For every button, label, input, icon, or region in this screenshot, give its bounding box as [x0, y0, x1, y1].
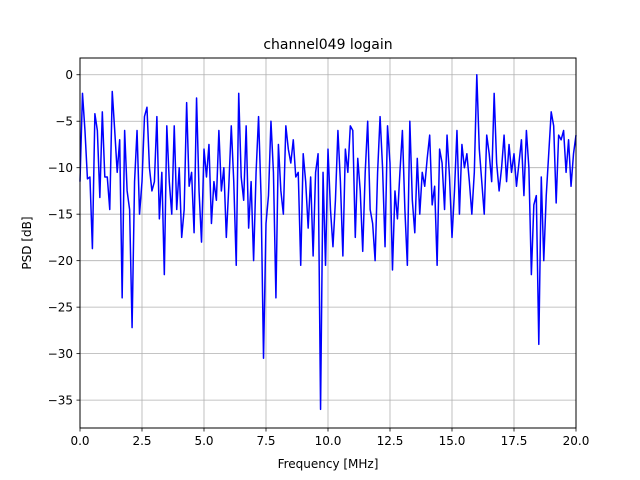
x-tick-label: 5.0: [194, 434, 213, 448]
x-tick-label: 7.5: [256, 434, 275, 448]
y-tick-label: −20: [48, 254, 73, 268]
x-tick-label: 12.5: [377, 434, 404, 448]
x-axis-ticks: 0.0 2.5 5.0 7.5 10.0 12.5 15.0 17.5 20.0: [70, 428, 589, 448]
x-tick-label: 17.5: [501, 434, 528, 448]
x-tick-label: 15.0: [439, 434, 466, 448]
x-tick-label: 2.5: [132, 434, 151, 448]
y-tick-label: −15: [48, 208, 73, 222]
y-tick-label: −5: [55, 115, 73, 129]
y-tick-label: −25: [48, 301, 73, 315]
y-tick-label: −10: [48, 161, 73, 175]
y-axis-ticks: 0 −5 −10 −15 −20 −25 −30 −35: [48, 68, 80, 408]
y-tick-label: −30: [48, 347, 73, 361]
chart-title: channel049 logain: [263, 37, 392, 53]
y-tick-label: −35: [48, 394, 73, 408]
psd-series-line: [79, 73, 577, 411]
x-tick-label: 10.0: [315, 434, 342, 448]
y-tick-label: 0: [65, 68, 73, 82]
x-tick-label: 0.0: [70, 434, 89, 448]
x-tick-label: 20.0: [563, 434, 590, 448]
y-axis-label: PSD [dB]: [20, 216, 34, 269]
series-group: [79, 73, 577, 411]
x-axis-label: Frequency [MHz]: [278, 457, 379, 471]
